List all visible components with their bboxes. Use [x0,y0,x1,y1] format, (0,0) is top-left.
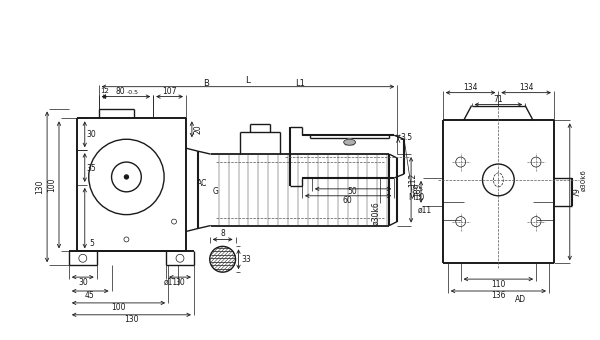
Text: 30: 30 [87,130,97,139]
Text: ø30k6: ø30k6 [372,201,381,224]
Text: 50: 50 [347,187,358,196]
Text: AC: AC [197,180,207,188]
Text: 35: 35 [87,164,97,172]
Text: 134: 134 [463,83,478,92]
Text: 130: 130 [35,180,44,194]
Circle shape [210,246,236,272]
Text: L1: L1 [295,79,305,88]
Text: 112: 112 [409,173,418,187]
Text: 45: 45 [85,291,95,301]
Text: 79: 79 [572,187,581,197]
Text: ø30k6: ø30k6 [581,169,587,191]
Text: ø11: ø11 [418,206,432,215]
Text: -0.5: -0.5 [412,187,424,192]
Text: 100: 100 [111,303,126,312]
Text: 60: 60 [343,196,352,205]
Text: 189: 189 [413,183,422,197]
Text: 100: 100 [47,177,56,192]
Text: 30: 30 [175,277,185,287]
Text: M10: M10 [408,193,424,202]
Text: 134: 134 [519,83,533,92]
Text: G: G [213,187,218,196]
Text: 33: 33 [242,255,251,264]
Text: 130: 130 [124,315,139,324]
Text: 5: 5 [89,239,94,248]
Text: 107: 107 [162,87,176,96]
Ellipse shape [344,139,356,145]
Text: 80: 80 [116,87,125,96]
Text: 8: 8 [220,229,225,238]
Text: L: L [245,76,250,85]
Text: B: B [203,79,209,88]
Text: 3.5: 3.5 [400,133,412,142]
Text: 136: 136 [491,291,506,301]
Text: 110: 110 [491,279,506,289]
Text: ø11: ø11 [164,277,178,287]
Text: AD: AD [515,295,526,304]
Text: 12: 12 [100,88,109,94]
Text: 71: 71 [494,95,503,104]
Circle shape [124,175,128,179]
Text: -0.5: -0.5 [127,90,139,95]
Text: 20: 20 [193,124,202,134]
Text: 30: 30 [78,277,88,287]
